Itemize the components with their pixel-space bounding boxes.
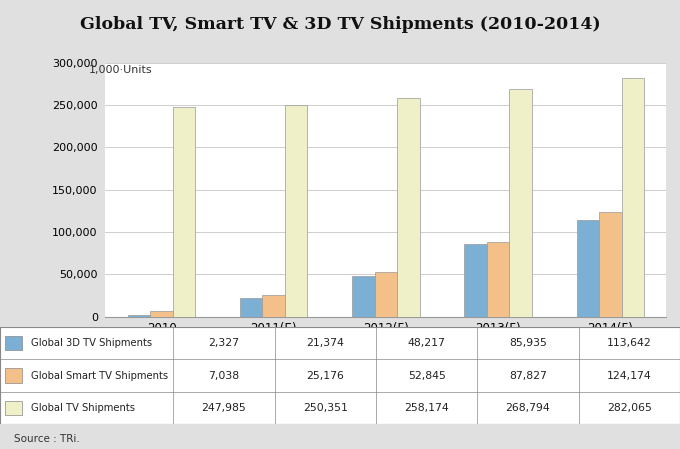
Text: Global TV, Smart TV & 3D TV Shipments (2010-2014): Global TV, Smart TV & 3D TV Shipments (2… (80, 16, 600, 33)
Text: 87,827: 87,827 (509, 370, 547, 381)
Bar (5, 368, 22, 383)
Bar (262, 295, 285, 317)
Text: 113,642: 113,642 (607, 338, 651, 348)
Bar (622, 78, 644, 317)
Text: 25,176: 25,176 (307, 370, 344, 381)
Text: 250,351: 250,351 (303, 403, 347, 413)
Bar (5, 336, 22, 350)
Text: Source : TRi.: Source : TRi. (14, 434, 80, 444)
Text: Global 3D TV Shipments: Global 3D TV Shipments (31, 338, 152, 348)
Bar (240, 299, 262, 317)
Text: 7,038: 7,038 (209, 370, 239, 381)
Bar (150, 311, 173, 317)
Text: 2,327: 2,327 (209, 338, 239, 348)
Text: 282,065: 282,065 (607, 403, 651, 413)
Bar (5, 401, 22, 415)
Bar (599, 211, 622, 317)
Text: 268,794: 268,794 (506, 403, 550, 413)
Text: 85,935: 85,935 (509, 338, 547, 348)
Bar (487, 242, 509, 317)
Text: 52,845: 52,845 (408, 370, 445, 381)
Text: 247,985: 247,985 (202, 403, 246, 413)
Text: Global Smart TV Shipments: Global Smart TV Shipments (31, 370, 168, 381)
Text: 1,000·Units: 1,000·Units (88, 65, 152, 75)
Bar (352, 276, 375, 317)
Bar (464, 244, 487, 317)
Bar (0, 359, 680, 392)
Bar (577, 220, 599, 317)
Bar (509, 89, 532, 317)
Bar (397, 98, 420, 317)
Bar (128, 315, 150, 317)
Text: 21,374: 21,374 (307, 338, 344, 348)
Text: Global TV Shipments: Global TV Shipments (31, 403, 135, 413)
Text: 258,174: 258,174 (405, 403, 449, 413)
Bar (375, 272, 397, 317)
Bar (285, 105, 307, 317)
Bar (173, 107, 195, 317)
Bar (0, 392, 680, 424)
Text: 124,174: 124,174 (607, 370, 651, 381)
Bar (0, 327, 680, 359)
Text: 48,217: 48,217 (408, 338, 445, 348)
